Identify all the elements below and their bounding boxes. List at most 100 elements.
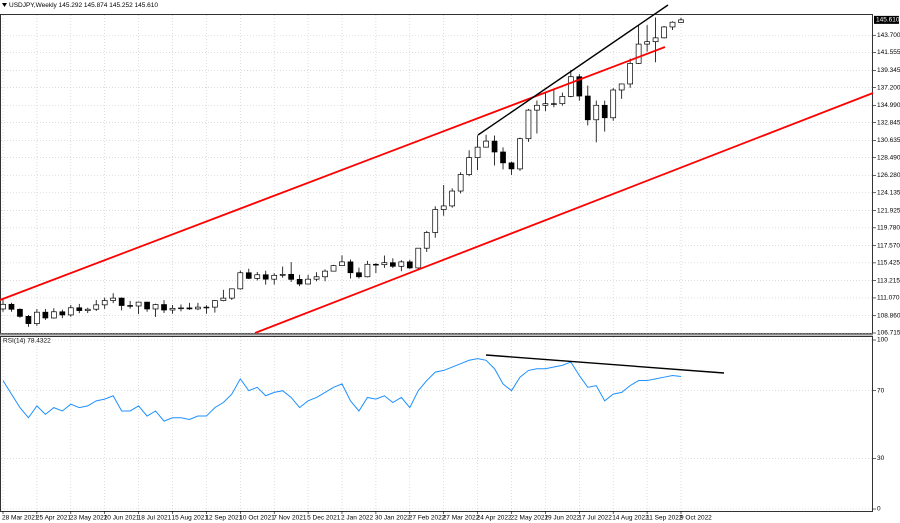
candle-body [245,272,252,279]
x-tick-label: 22 May 2022 [511,515,549,522]
candle-body [203,306,210,309]
y-tick-label: 115.425 [877,260,900,267]
candle-body [440,205,447,210]
candle-body [525,109,532,140]
candle-body [601,104,608,119]
candle-body [152,304,159,310]
candle-body [34,311,40,324]
candle-body [76,307,83,311]
candle-body [322,270,328,278]
y-tick-label: 143.700 [877,32,900,39]
candle-body [220,297,227,301]
x-tick-label: 17 Jul 2022 [578,515,612,522]
current-price-label: 145.610 [876,17,900,24]
y-tick-label: 134.990 [877,102,900,109]
candle-body [567,76,574,97]
x-tick-label: 19 Jun 2022 [544,515,580,522]
y-tick-label: 113.215 [877,277,900,284]
candle-body [661,26,667,39]
candle-body [25,316,32,324]
x-tick-label: 11 Sep 2022 [646,515,683,522]
x-tick-label: 25 Apr 2021 [36,515,71,522]
candle-body [330,265,337,272]
candle-body [93,304,100,310]
candle-body [500,151,506,164]
candle-body [169,307,176,311]
y-tick-label: 128.490 [877,154,900,161]
candle-body [559,96,566,105]
candle-body [313,276,320,280]
candle-body [339,261,345,267]
candle-body [42,311,49,319]
rsi-title: RSI(14) 78.4322 [3,338,51,345]
overlay-layer: 145.610 [874,15,900,24]
y-tick-label: 126.280 [877,172,900,179]
x-tick-label: 7 Nov 2021 [273,515,307,522]
candle-body [186,307,193,310]
candle-body [356,272,362,278]
x-tick-label: 20 Jun 2021 [104,515,140,522]
candle-body [373,263,379,266]
x-tick-label: 23 May 2021 [70,515,108,522]
candle-body [212,300,218,308]
candle-body [271,274,278,280]
candle-body [364,263,371,278]
candle-body [415,247,422,269]
candle-body [262,274,269,280]
candle-body [144,301,150,310]
candle-body [669,21,676,28]
y-tick-label: 0 [877,506,881,513]
candle-body [254,274,261,279]
candle-body [678,19,684,23]
candle-body [474,146,481,158]
candle-body [296,278,303,285]
y-tick-label: 111.070 [877,295,900,302]
candle-body [8,303,15,310]
candle-body [305,278,311,285]
candle-body [50,311,57,319]
candle-body [576,76,583,97]
y-tick-label: 30 [877,455,885,462]
candle-body [534,104,540,111]
x-tick-label: 28 Mar 2021 [2,515,39,522]
x-tick-label: 18 Jul 2021 [138,515,172,522]
x-tick-label: 15 Aug 2021 [172,515,209,522]
candle-body [390,262,396,267]
candle-body [17,308,23,317]
x-tick-label: 5 Dec 2021 [307,515,341,522]
candle-body [449,190,456,207]
channel-lower-line [254,92,874,334]
candle-body [644,41,650,45]
x-tick-label: 14 Aug 2022 [612,515,649,522]
candle-body [84,308,91,311]
trend-line [477,4,669,136]
candle-body [610,89,617,119]
candle-body [67,307,74,316]
y-tick-label: 121.925 [877,207,900,214]
candle-body [491,140,498,153]
candle-body [195,306,201,310]
y-tick-label: 106.715 [877,330,900,337]
x-tick-label: 2 Jan 2022 [341,515,374,522]
x-tick-label: 12 Sep 2021 [205,515,242,522]
candle-body [466,157,472,175]
current-price-marker [874,15,899,24]
chart-title: USDJPY,Weekly 145.292 145.874 145.252 14… [9,2,158,9]
candle-body [228,288,235,299]
candle-body [135,301,142,307]
x-tick-label: 24 Apr 2022 [477,515,512,522]
candle-body [279,274,286,276]
rsi-line [2,358,682,422]
x-tick-label: 30 Jan 2022 [375,515,411,522]
candle-body [517,138,523,170]
candle-body [457,174,464,192]
rsi-panel [0,336,873,512]
y-tick-label: 124.135 [877,189,900,196]
candle-body [542,103,549,106]
y-tick-label: 100 [877,337,888,344]
y-tick-label: 141.555 [877,49,900,56]
candle-body [59,311,66,316]
